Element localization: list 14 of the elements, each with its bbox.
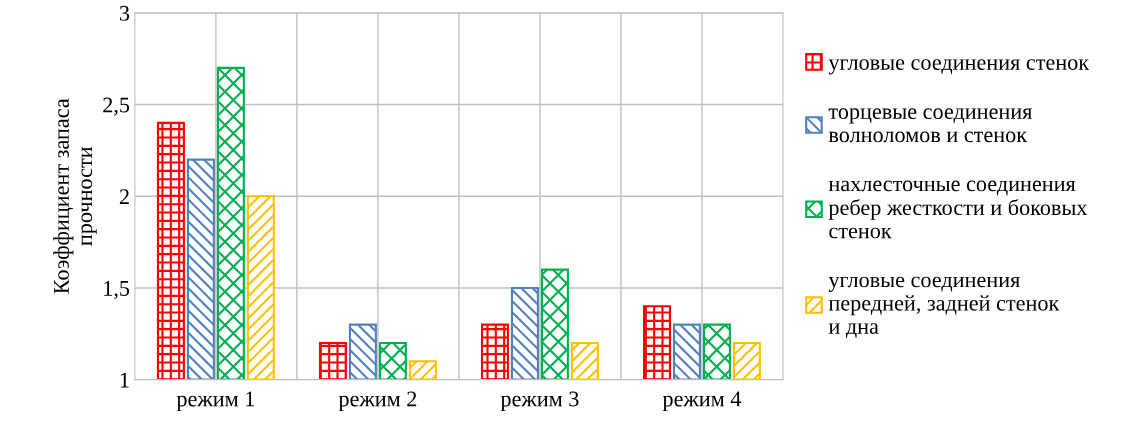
x-tick-label: режим 3 [500,391,579,411]
x-tick-label: режим 2 [338,391,417,411]
legend-label: нахлесточные соединения ребер жесткости и боковых стенок [828,180,1088,239]
y-tick-label: 2 [119,189,129,204]
y-tick-label: 1,5 [104,281,130,300]
legend-label: угловые соединения передней, задней стенок и дна [828,276,1060,338]
x-tick-label: режим 1 [176,391,255,411]
x-tick-label: режим 4 [662,391,742,411]
y-axis-title: Коэффициент запаса прочности [53,98,97,294]
legend-label: торцевые соединения волноломов и стенок [828,108,1033,143]
legend-label: угловые соединения стенок [828,59,1090,75]
y-tick-label: 3 [119,5,130,21]
y-tick-label: 1 [120,372,129,388]
y-tick-label: 2,5 [103,97,130,116]
